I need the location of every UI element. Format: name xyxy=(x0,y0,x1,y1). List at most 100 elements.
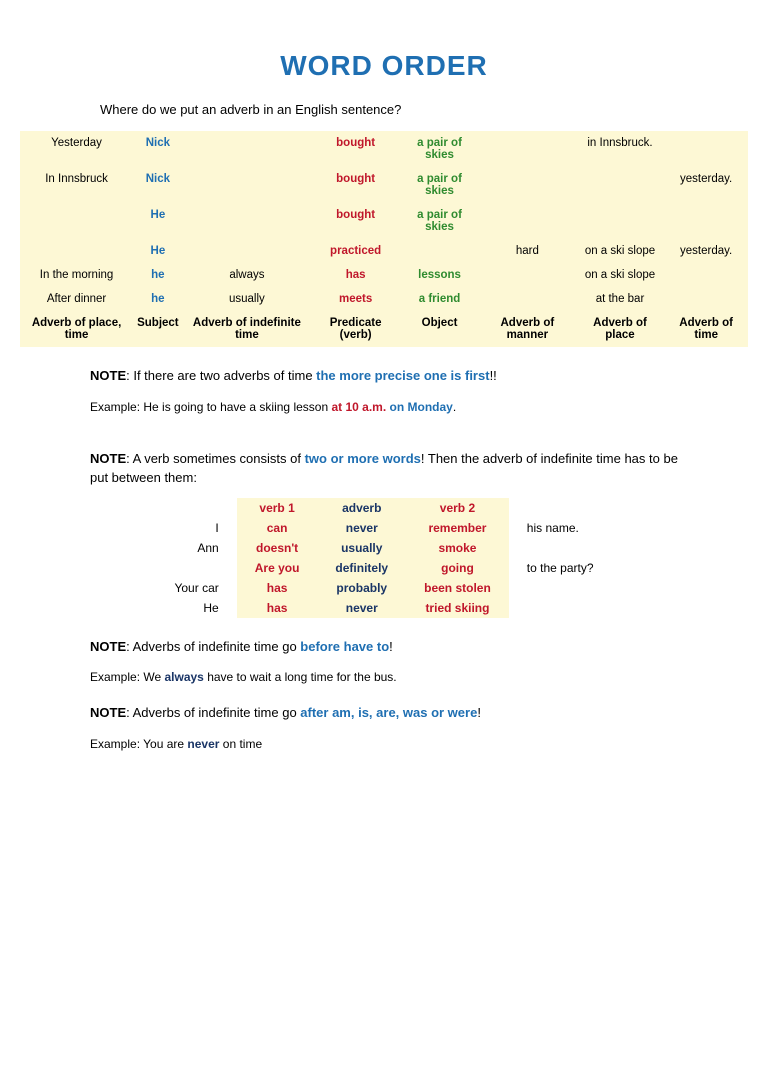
cell-object: lessons xyxy=(400,263,479,287)
cell-subject: he xyxy=(133,287,183,311)
cell2-verb2: remember xyxy=(406,518,509,538)
table-row: He has never tried skiing xyxy=(156,598,611,618)
note-label: NOTE xyxy=(90,451,126,466)
cell2-verb2: been stolen xyxy=(406,578,509,598)
table2-body: verb 1 adverb verb 2 I can never remembe… xyxy=(156,498,611,618)
cell-adv-place: in Innsbruck. xyxy=(576,131,665,167)
table-row: He bought a pair of skies xyxy=(20,203,748,239)
hdr2-blank xyxy=(156,498,236,518)
hdr2-adverb: adverb xyxy=(317,498,406,518)
note-text-a: : A verb sometimes consists of xyxy=(126,451,304,466)
cell-adverb-place-time xyxy=(20,203,133,239)
cell-adv-manner xyxy=(479,287,576,311)
hdr2-blank2 xyxy=(509,498,612,518)
hdr-object: Object xyxy=(400,311,479,347)
cell-adv-manner xyxy=(479,167,576,203)
table-row: Yesterday Nick bought a pair of skies in… xyxy=(20,131,748,167)
hdr2-verb2: verb 2 xyxy=(406,498,509,518)
cell2-adverb: definitely xyxy=(317,558,406,578)
note-3: NOTE: Adverbs of indefinite time go befo… xyxy=(90,638,678,657)
table-row: I can never remember his name. xyxy=(156,518,611,538)
cell-verb: bought xyxy=(311,203,400,239)
example-suffix: on time xyxy=(219,737,262,751)
cell2-verb1: has xyxy=(237,598,318,618)
hdr-adv-place-time: Adverb of place, time xyxy=(20,311,133,347)
table-row: In Innsbruck Nick bought a pair of skies… xyxy=(20,167,748,203)
cell-adv-place: at the bar xyxy=(576,287,665,311)
cell2-subject: I xyxy=(156,518,236,538)
cell-subject: Nick xyxy=(133,131,183,167)
cell-adv-manner xyxy=(479,131,576,167)
example-suffix: have to wait a long time for the bus. xyxy=(204,670,397,684)
cell-adv-time xyxy=(664,287,748,311)
cell-object: a pair of skies xyxy=(400,167,479,203)
cell-adv-time xyxy=(664,203,748,239)
cell-adv-place xyxy=(576,203,665,239)
note-text-b: !! xyxy=(490,368,497,383)
cell-adv-time xyxy=(664,263,748,287)
note-4: NOTE: Adverbs of indefinite time go afte… xyxy=(90,704,678,723)
cell-adv-indef: usually xyxy=(183,287,312,311)
note-1: NOTE: If there are two adverbs of time t… xyxy=(90,367,678,386)
cell-adv-indef xyxy=(183,167,312,203)
note-highlight: after am, is, are, was or were xyxy=(300,705,477,720)
cell-adv-indef: always xyxy=(183,263,312,287)
cell-verb: has xyxy=(311,263,400,287)
cell-subject: He xyxy=(133,239,183,263)
cell-object: a friend xyxy=(400,287,479,311)
note-highlight: the more precise one is first xyxy=(316,368,489,383)
cell2-rest xyxy=(509,538,612,558)
cell2-adverb: never xyxy=(317,518,406,538)
table1-header-row: Adverb of place, time Subject Adverb of … xyxy=(20,311,748,347)
cell2-verb1: can xyxy=(237,518,318,538)
verb-split-table: verb 1 adverb verb 2 I can never remembe… xyxy=(156,498,611,618)
note-text-a: : Adverbs of indefinite time go xyxy=(126,639,300,654)
example-time-1: at 10 a.m. xyxy=(331,400,386,414)
cell-adv-place: on a ski slope xyxy=(576,239,665,263)
table-row: After dinner he usually meets a friend a… xyxy=(20,287,748,311)
example-1: Example: He is going to have a skiing le… xyxy=(90,400,678,414)
cell-adverb-place-time: Yesterday xyxy=(20,131,133,167)
cell2-subject xyxy=(156,558,236,578)
cell-verb: meets xyxy=(311,287,400,311)
cell-verb: practiced xyxy=(311,239,400,263)
cell2-adverb: usually xyxy=(317,538,406,558)
cell2-adverb: probably xyxy=(317,578,406,598)
cell2-verb2: tried skiing xyxy=(406,598,509,618)
example-bold: never xyxy=(187,737,219,751)
note-label: NOTE xyxy=(90,705,126,720)
cell-adv-manner xyxy=(479,263,576,287)
example-prefix: Example: You are xyxy=(90,737,187,751)
cell-adverb-place-time xyxy=(20,239,133,263)
note-label: NOTE xyxy=(90,639,126,654)
hdr2-verb1: verb 1 xyxy=(237,498,318,518)
note-label: NOTE xyxy=(90,368,126,383)
cell-adv-place xyxy=(576,167,665,203)
cell2-rest: his name. xyxy=(509,518,612,538)
cell-adv-indef xyxy=(183,203,312,239)
example-suffix: . xyxy=(453,400,456,414)
cell-verb: bought xyxy=(311,167,400,203)
cell-subject: he xyxy=(133,263,183,287)
cell2-verb1: has xyxy=(237,578,318,598)
cell2-verb1: Are you xyxy=(237,558,318,578)
note-text-b: ! xyxy=(389,639,393,654)
intro-question: Where do we put an adverb in an English … xyxy=(100,102,748,117)
cell-adv-time xyxy=(664,131,748,167)
word-order-table: Yesterday Nick bought a pair of skies in… xyxy=(20,131,748,347)
example-time-2: on Monday xyxy=(390,400,453,414)
cell2-rest xyxy=(509,578,612,598)
table-row: He practiced hard on a ski slope yesterd… xyxy=(20,239,748,263)
page: WORD ORDER Where do we put an adverb in … xyxy=(0,0,768,791)
cell-adv-manner: hard xyxy=(479,239,576,263)
hdr-adv-time: Adverb of time xyxy=(664,311,748,347)
cell-adv-indef xyxy=(183,131,312,167)
cell2-rest xyxy=(509,598,612,618)
example-3: Example: We always have to wait a long t… xyxy=(90,670,678,684)
cell2-verb1: doesn't xyxy=(237,538,318,558)
note-text-a: : Adverbs of indefinite time go xyxy=(126,705,300,720)
hdr-adv-place: Adverb of place xyxy=(576,311,665,347)
note-highlight: two or more words xyxy=(305,451,421,466)
hdr-adv-manner: Adverb of manner xyxy=(479,311,576,347)
hdr-predicate: Predicate (verb) xyxy=(311,311,400,347)
